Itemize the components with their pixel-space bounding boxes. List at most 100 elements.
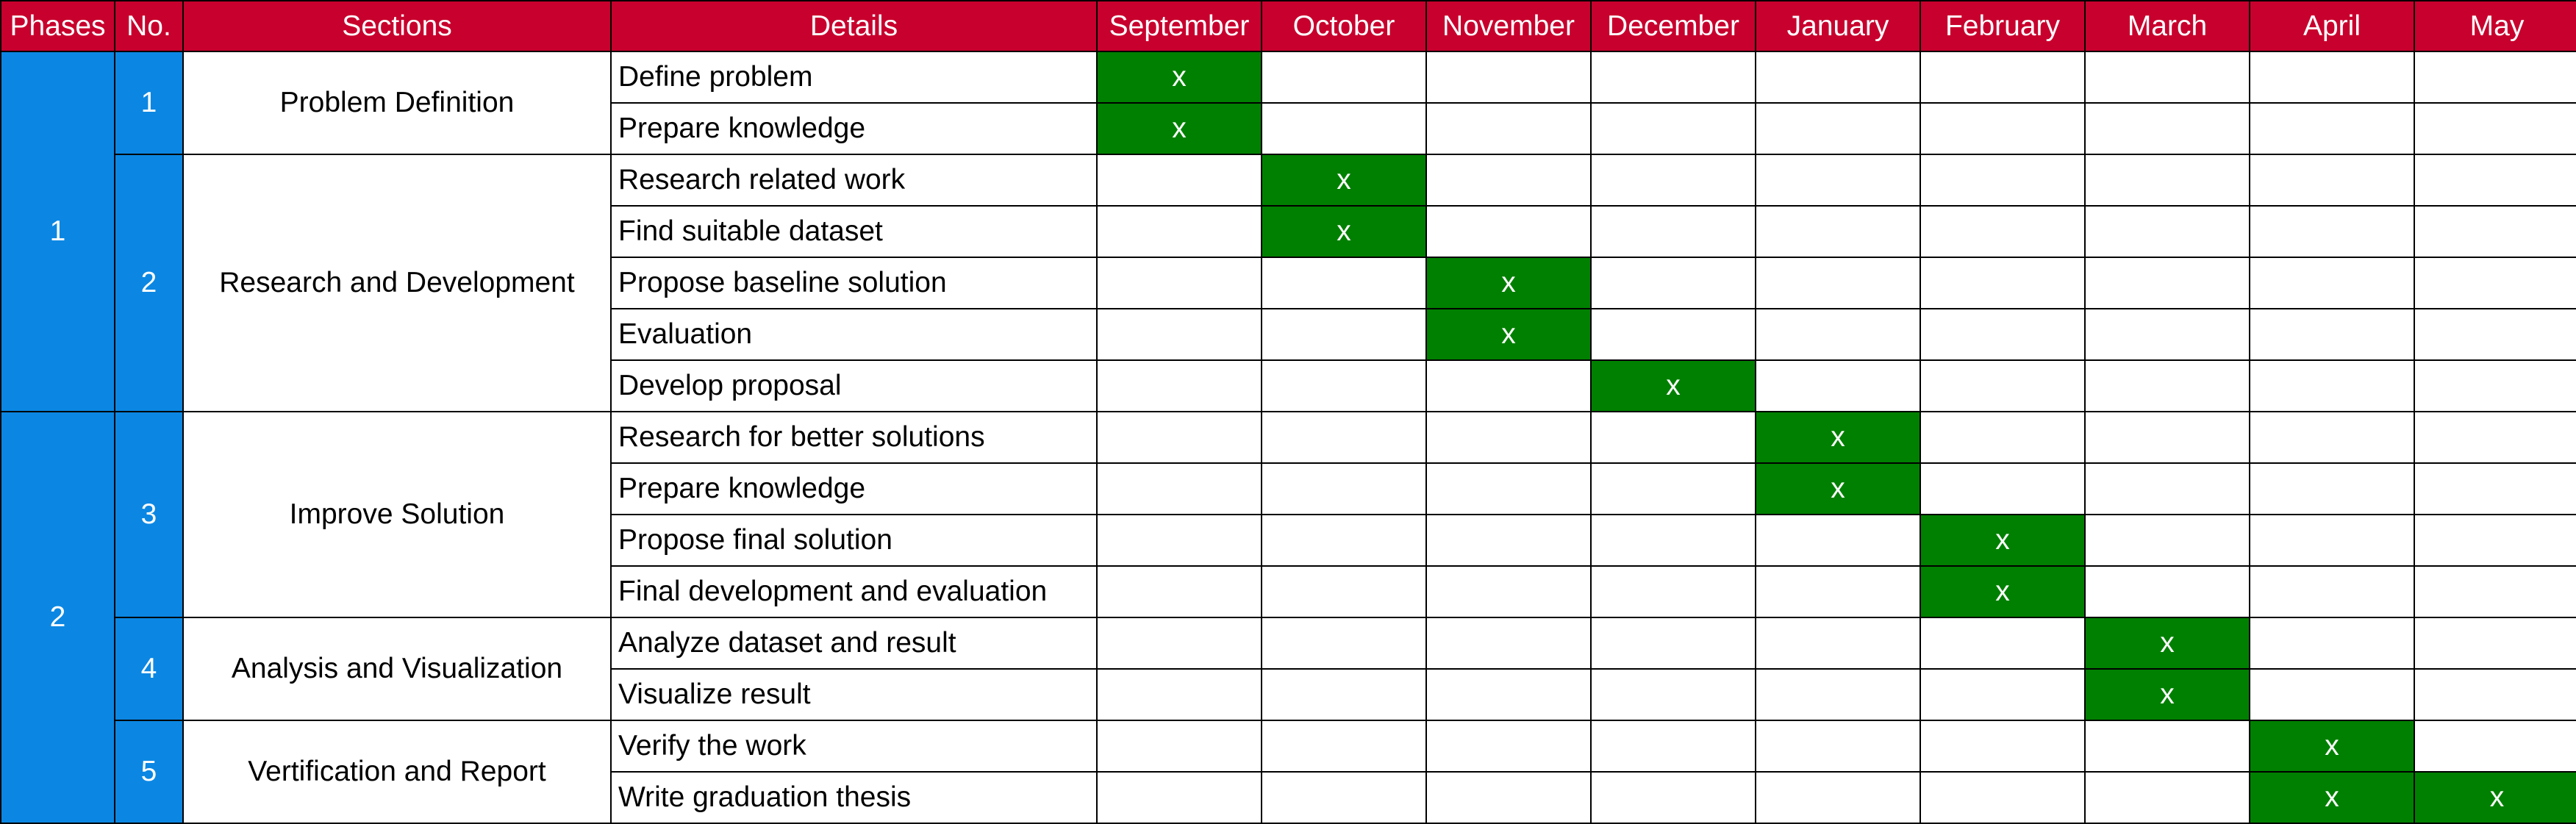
empty-cell-november bbox=[1425, 205, 1592, 258]
table-row: Prepare knowledge x bbox=[1, 102, 2576, 155]
empty-cell-february bbox=[1920, 617, 2086, 670]
empty-cell-march bbox=[2084, 205, 2250, 258]
empty-cell-november bbox=[1425, 359, 1592, 412]
header-month-september: September bbox=[1096, 0, 1262, 52]
empty-cell-february bbox=[1920, 205, 2086, 258]
empty-cell-march bbox=[2084, 308, 2250, 361]
phase-cell: 1 bbox=[0, 51, 115, 412]
empty-cell-october bbox=[1261, 565, 1427, 618]
empty-cell-april bbox=[2249, 514, 2415, 567]
empty-cell-december bbox=[1590, 154, 1756, 207]
empty-cell-may bbox=[2414, 359, 2576, 412]
task-detail-cell: Prepare knowledge bbox=[610, 102, 1098, 155]
empty-cell-september bbox=[1096, 359, 1262, 412]
empty-cell-may bbox=[2414, 565, 2576, 618]
empty-cell-october bbox=[1261, 617, 1427, 670]
scheduled-cell-october: x bbox=[1261, 154, 1427, 207]
table-row: 4 Analysis and Visualization Analyze datas… bbox=[1, 617, 2576, 721]
table-row: Evaluation x bbox=[1, 308, 2576, 361]
empty-cell-march bbox=[2084, 565, 2250, 618]
empty-cell-december bbox=[1590, 617, 1756, 670]
empty-cell-december bbox=[1590, 257, 1756, 309]
task-detail-cell: Verify the work bbox=[610, 720, 1098, 773]
section-name-cell: Problem Definition bbox=[182, 51, 612, 155]
empty-cell-january bbox=[1755, 51, 1921, 104]
empty-cell-november bbox=[1425, 514, 1592, 567]
section-name-cell: Research and Development bbox=[182, 154, 612, 412]
empty-cell-february bbox=[1920, 257, 2086, 309]
empty-cell-october bbox=[1261, 411, 1427, 464]
empty-cell-january bbox=[1755, 514, 1921, 567]
empty-cell-may bbox=[2414, 668, 2576, 721]
empty-cell-october bbox=[1261, 668, 1427, 721]
empty-cell-september bbox=[1096, 617, 1262, 670]
empty-cell-december bbox=[1590, 308, 1756, 361]
task-detail-cell: Find suitable dataset bbox=[610, 205, 1098, 258]
header-month-december: December bbox=[1590, 0, 1756, 52]
empty-cell-february bbox=[1920, 720, 2086, 773]
section-number-cell: 4 bbox=[114, 617, 184, 721]
empty-cell-april bbox=[2249, 462, 2415, 515]
task-detail-cell: Analyze dataset and result bbox=[610, 617, 1098, 670]
empty-cell-march bbox=[2084, 771, 2250, 824]
empty-cell-december bbox=[1590, 462, 1756, 515]
scheduled-cell-september: x bbox=[1096, 51, 1262, 104]
task-detail-cell: Final development and evaluation bbox=[610, 565, 1098, 618]
task-detail-cell: Propose baseline solution bbox=[610, 257, 1098, 309]
table-row: 2 3 Improve Solution Research for better so… bbox=[0, 411, 2576, 824]
scheduled-cell-april: x bbox=[2249, 771, 2415, 824]
empty-cell-november bbox=[1425, 462, 1592, 515]
table-row: 2 Research and Development Research relate… bbox=[1, 154, 2576, 412]
empty-cell-march bbox=[2084, 257, 2250, 309]
empty-cell-february bbox=[1920, 51, 2086, 104]
empty-cell-november bbox=[1425, 668, 1592, 721]
empty-cell-april bbox=[2249, 51, 2415, 104]
scheduled-cell-january: x bbox=[1755, 462, 1921, 515]
section-name-cell: Analysis and Visualization bbox=[182, 617, 612, 721]
empty-cell-december bbox=[1590, 565, 1756, 618]
empty-cell-december bbox=[1590, 771, 1756, 824]
empty-cell-september bbox=[1096, 257, 1262, 309]
header-month-january: January bbox=[1755, 0, 1921, 52]
empty-cell-april bbox=[2249, 257, 2415, 309]
empty-cell-april bbox=[2249, 359, 2415, 412]
empty-cell-november bbox=[1425, 411, 1592, 464]
empty-cell-may bbox=[2414, 720, 2576, 773]
empty-cell-december bbox=[1590, 720, 1756, 773]
empty-cell-december bbox=[1590, 51, 1756, 104]
empty-cell-october bbox=[1261, 257, 1427, 309]
empty-cell-september bbox=[1096, 154, 1262, 207]
empty-cell-november bbox=[1425, 565, 1592, 618]
empty-cell-may bbox=[2414, 154, 2576, 207]
empty-cell-march bbox=[2084, 720, 2250, 773]
phase-cell: 2 bbox=[0, 411, 115, 824]
empty-cell-december bbox=[1590, 102, 1756, 155]
empty-cell-october bbox=[1261, 359, 1427, 412]
task-detail-cell: Visualize result bbox=[610, 668, 1098, 721]
empty-cell-march bbox=[2084, 154, 2250, 207]
table-row: 5 Vertification and Report Verify the work… bbox=[1, 720, 2576, 824]
empty-cell-october bbox=[1261, 771, 1427, 824]
empty-cell-january bbox=[1755, 359, 1921, 412]
scheduled-cell-october: x bbox=[1261, 205, 1427, 258]
header-no: No. bbox=[114, 0, 184, 52]
table-row: Prepare knowledge x bbox=[1, 462, 2576, 515]
section-name-cell: Vertification and Report bbox=[182, 720, 612, 824]
header-month-november: November bbox=[1425, 0, 1592, 52]
scheduled-cell-september: x bbox=[1096, 102, 1262, 155]
empty-cell-january bbox=[1755, 720, 1921, 773]
empty-cell-april bbox=[2249, 668, 2415, 721]
scheduled-cell-february: x bbox=[1920, 565, 2086, 618]
empty-cell-march bbox=[2084, 462, 2250, 515]
empty-cell-april bbox=[2249, 308, 2415, 361]
empty-cell-november bbox=[1425, 617, 1592, 670]
empty-cell-january bbox=[1755, 617, 1921, 670]
empty-cell-october bbox=[1261, 102, 1427, 155]
empty-cell-april bbox=[2249, 102, 2415, 155]
empty-cell-may bbox=[2414, 617, 2576, 670]
table-row: Develop proposal x bbox=[1, 359, 2576, 412]
empty-cell-may bbox=[2414, 411, 2576, 464]
empty-cell-october bbox=[1261, 462, 1427, 515]
empty-cell-october bbox=[1261, 720, 1427, 773]
empty-cell-september bbox=[1096, 205, 1262, 258]
